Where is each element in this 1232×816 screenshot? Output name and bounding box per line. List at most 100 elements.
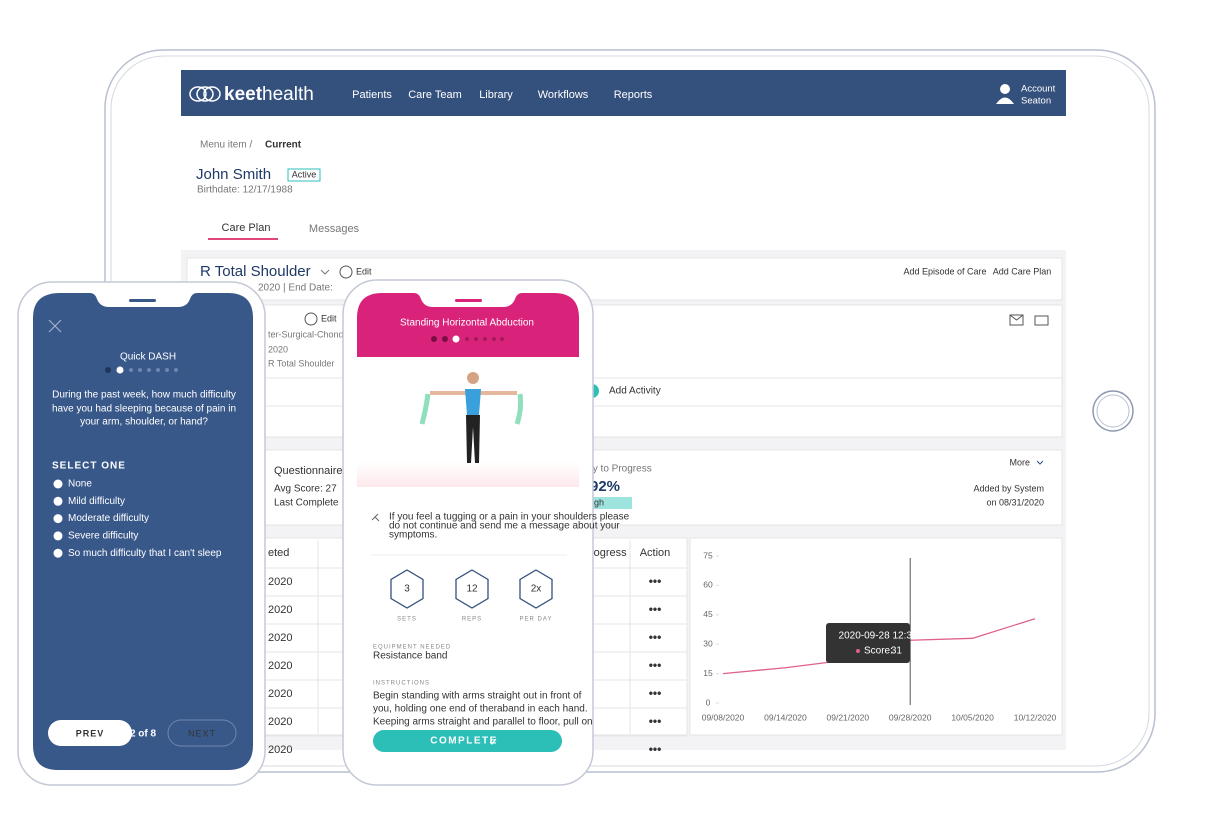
- nav-link[interactable]: Patients: [352, 89, 392, 101]
- mail-icon[interactable]: [1009, 314, 1024, 326]
- stat-label: REPS: [462, 617, 482, 623]
- last-completed: Last Complete: [274, 498, 339, 509]
- status: Active: [292, 169, 317, 179]
- table-cell: 2020: [268, 576, 292, 588]
- episode-card: [186, 257, 1063, 301]
- next-button[interactable]: [167, 719, 237, 747]
- complete-button[interactable]: [373, 730, 562, 752]
- x-tick-label: 10/12/2020: [1014, 712, 1057, 722]
- table-cell: 2020: [268, 688, 292, 700]
- select-label: SELECT ONE: [52, 461, 126, 472]
- radio[interactable]: [53, 479, 63, 489]
- exercise-title: Standing Horizontal Abduction: [400, 318, 534, 329]
- stat-value: 12: [466, 584, 478, 595]
- section-label: EQUIPMENT NEEDED: [373, 645, 451, 651]
- radio[interactable]: [53, 496, 63, 506]
- mail-flap: [1009, 314, 1024, 321]
- nav-link[interactable]: Care Team: [408, 89, 462, 101]
- instruction-line: Keeping arms straight and parallel to fl…: [373, 717, 593, 728]
- warning: symptoms.: [389, 530, 437, 541]
- action-menu[interactable]: •••: [649, 686, 662, 700]
- edit-link[interactable]: Edit: [321, 313, 337, 323]
- nav-link[interactable]: Reports: [614, 89, 653, 101]
- chevron[interactable]: [320, 269, 330, 275]
- complete-label: COMPLETE: [430, 736, 498, 747]
- chevron[interactable]: [1036, 460, 1044, 465]
- episode-dates: 2020 | End Date:: [258, 283, 333, 294]
- radio[interactable]: [53, 531, 63, 541]
- exercise-figure: [419, 372, 524, 463]
- option[interactable]: So much difficulty that I can't sleep: [68, 548, 222, 559]
- section-label: INSTRUCTIONS: [373, 681, 430, 687]
- action-link[interactable]: Add Care Plan: [993, 266, 1052, 276]
- instruction-line: Begin standing with arms straight out in…: [373, 691, 582, 702]
- questionnaire-title: Questionnaire: [274, 465, 343, 477]
- account-icon[interactable]: [1000, 84, 1010, 94]
- survey-title: Quick DASH: [120, 352, 176, 363]
- table-cell: 2020: [268, 744, 292, 756]
- tooltip-label: Score:: [864, 646, 893, 657]
- logo: keethealth: [224, 84, 314, 105]
- radio[interactable]: [53, 514, 63, 524]
- progress-dots: [105, 366, 178, 374]
- action-link[interactable]: Add Episode of Care: [903, 266, 986, 276]
- tooltip-time: 2020-09-28 12:30: [839, 631, 918, 642]
- add-activity[interactable]: Add Activity: [609, 386, 661, 397]
- logo-light: health: [262, 84, 314, 105]
- speaker: [455, 299, 482, 302]
- home-button[interactable]: [1092, 390, 1134, 432]
- nav-link[interactable]: Library: [479, 89, 513, 101]
- option[interactable]: Mild difficulty: [68, 496, 125, 507]
- edit-icon[interactable]: [304, 312, 318, 326]
- phone-content: Quick DASH During the past week, how much…: [52, 318, 630, 747]
- tab-underline: [208, 238, 278, 240]
- warning: If you feel a tugging or a pain in your …: [389, 512, 630, 523]
- table-cell: 2020: [268, 604, 292, 616]
- next-label: NEXT: [188, 728, 216, 738]
- action-menu[interactable]: •••: [649, 714, 662, 728]
- close-icon[interactable]: [48, 319, 62, 333]
- stat-hexagons: [390, 569, 553, 609]
- pin-icon: [371, 513, 380, 522]
- phone-screen: [33, 293, 253, 770]
- prev-label: PREV: [76, 728, 105, 738]
- table-cell: 2020: [268, 716, 292, 728]
- print-icon[interactable]: [1034, 315, 1049, 326]
- account-label: Account: [1021, 84, 1056, 95]
- action-menu[interactable]: •••: [649, 742, 662, 756]
- x-tick-label: 09/28/2020: [889, 712, 932, 722]
- tablet-content: keethealth Patients Care Team Library Workfl…: [187, 84, 1057, 756]
- stat-value: 3: [404, 584, 410, 595]
- tab[interactable]: Care Plan: [222, 222, 271, 234]
- stat-label: PER DAY: [520, 617, 553, 623]
- action-menu[interactable]: •••: [649, 602, 662, 616]
- action-menu[interactable]: •••: [649, 574, 662, 588]
- edit-link[interactable]: Edit: [356, 266, 372, 276]
- y-tick-label: 15: [703, 668, 713, 678]
- nav-bar: [181, 70, 1066, 116]
- tooltip: [826, 623, 910, 663]
- more-link[interactable]: More: [1009, 457, 1030, 467]
- tab[interactable]: Messages: [309, 223, 360, 235]
- questionnaire-card: [186, 449, 1063, 526]
- y-tick-label: 45: [703, 609, 713, 619]
- prev-button[interactable]: [48, 720, 132, 746]
- logo-bold: keet: [224, 84, 263, 105]
- edit-icon[interactable]: [339, 265, 353, 279]
- avg-score: Avg Score: 27: [274, 484, 337, 495]
- progress-value: 92%: [590, 478, 620, 495]
- action-menu[interactable]: •••: [649, 658, 662, 672]
- nav-link[interactable]: Workflows: [538, 89, 589, 101]
- equipment: Resistance band: [373, 651, 448, 662]
- y-tick-label: 30: [703, 638, 713, 648]
- table-cell: 2020: [268, 632, 292, 644]
- option[interactable]: None: [68, 479, 92, 490]
- check-icon: [489, 738, 497, 745]
- radio[interactable]: [53, 548, 63, 558]
- action-menu[interactable]: •••: [649, 630, 662, 644]
- option[interactable]: Severe difficulty: [68, 531, 138, 542]
- option[interactable]: Moderate difficulty: [68, 513, 149, 524]
- x-tick-label: 09/08/2020: [702, 712, 745, 722]
- progress-label: ty to Progress: [590, 464, 652, 475]
